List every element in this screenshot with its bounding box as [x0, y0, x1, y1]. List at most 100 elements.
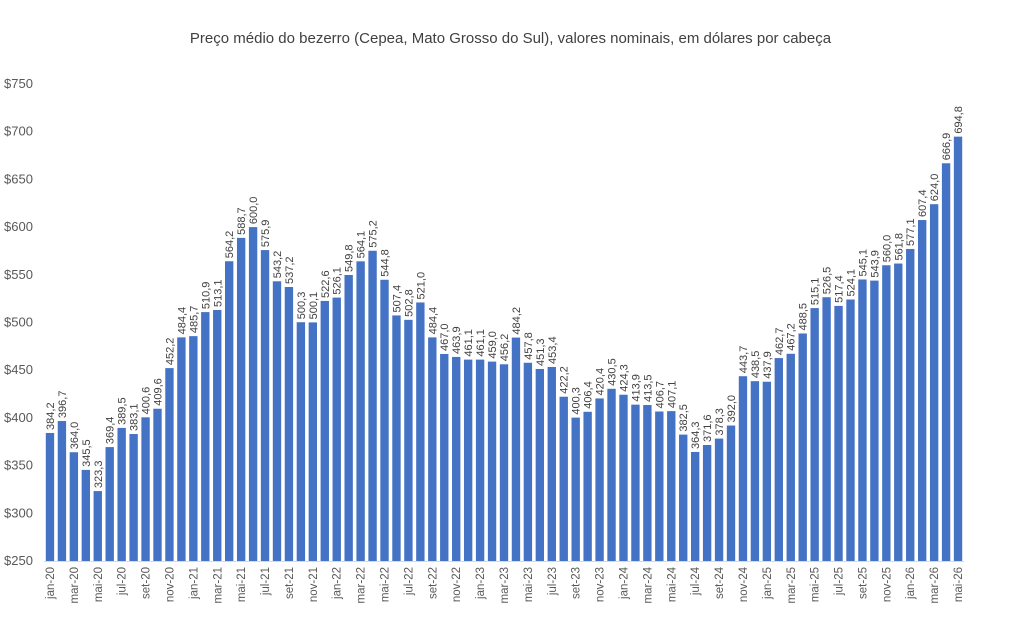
x-tick-label: jul-23 [547, 567, 559, 596]
x-tick-label: set-24 [714, 566, 726, 599]
y-tick-label: $400 [4, 410, 33, 425]
x-tick-label: jan-21 [188, 567, 200, 600]
data-label: 452,2 [164, 338, 176, 366]
data-label: 364,0 [69, 422, 81, 450]
bar [929, 204, 939, 561]
bar [882, 265, 891, 561]
data-label: 420,4 [595, 368, 607, 396]
x-tick-label: set-22 [427, 567, 439, 599]
data-label: 484,2 [511, 307, 523, 335]
data-label: 484,4 [176, 307, 188, 335]
bar [81, 469, 90, 561]
data-label: 549,8 [344, 244, 356, 272]
data-label: 364,3 [690, 421, 702, 449]
data-label: 500,1 [308, 292, 320, 320]
data-label: 400,3 [571, 387, 583, 415]
x-tick-label: jul-20 [117, 567, 129, 596]
x-tick-label: jan-23 [475, 567, 487, 600]
bar [870, 280, 879, 561]
x-tick-label: mai-20 [93, 567, 105, 602]
bar [523, 362, 533, 561]
bar [846, 299, 855, 561]
bar [487, 361, 497, 561]
bar [105, 447, 114, 561]
x-tick-label: mar-23 [499, 567, 511, 603]
y-tick-label: $450 [4, 362, 33, 377]
bar [559, 396, 568, 561]
bar [392, 315, 401, 561]
data-label: 406,7 [654, 381, 666, 409]
data-label: 513,1 [212, 279, 224, 307]
data-label: 575,9 [260, 220, 272, 248]
x-tick-label: nov-20 [164, 567, 176, 602]
data-label: 515,1 [810, 278, 822, 306]
bar [571, 417, 580, 561]
y-tick-label: $650 [4, 171, 33, 186]
data-label: 488,5 [798, 303, 810, 331]
x-tick-label: mar-20 [69, 567, 81, 603]
bar [858, 279, 867, 561]
data-label: 500,3 [296, 292, 308, 320]
data-label: 413,5 [642, 374, 654, 402]
data-label: 666,9 [941, 133, 953, 161]
bar [822, 297, 831, 561]
y-tick-label: $550 [4, 267, 33, 282]
bar [272, 281, 282, 561]
x-tick-label: mai-25 [810, 567, 822, 602]
bar [463, 359, 473, 561]
data-label: 437,9 [762, 351, 774, 379]
bar [726, 425, 736, 561]
bar [69, 452, 79, 561]
bar [248, 227, 258, 561]
data-label: 382,5 [678, 404, 690, 432]
data-label: 545,1 [857, 249, 869, 277]
data-label: 413,9 [630, 374, 642, 402]
x-tick-label: mai-21 [236, 567, 248, 602]
bar [332, 297, 341, 561]
x-tick-label: mai-24 [666, 566, 678, 602]
data-label: 526,1 [332, 267, 344, 295]
bar [499, 364, 509, 561]
y-tick-label: $500 [4, 315, 33, 330]
bar [296, 322, 306, 561]
data-label: 575,2 [368, 220, 380, 248]
data-label: 389,5 [117, 397, 129, 425]
bar [320, 300, 329, 561]
x-tick-label: jul-21 [260, 567, 272, 596]
y-tick-label: $600 [4, 219, 33, 234]
bar [583, 411, 592, 561]
data-label: 588,7 [236, 207, 248, 235]
x-tick-label: nov-21 [308, 567, 320, 602]
bar [368, 250, 377, 561]
bar [738, 376, 748, 561]
bar [225, 261, 234, 561]
x-tick-label: jan-20 [45, 567, 57, 600]
data-label: 502,8 [403, 289, 415, 317]
bar [416, 302, 425, 561]
bar [260, 250, 270, 561]
bar [404, 319, 413, 561]
bar [619, 394, 628, 561]
data-label: 543,2 [272, 251, 284, 279]
bar [153, 408, 162, 561]
data-label: 577,1 [905, 218, 917, 246]
data-label: 430,5 [607, 358, 619, 386]
bar [535, 368, 545, 561]
bar [643, 405, 652, 561]
x-tick-label: jul-22 [403, 567, 415, 596]
data-label: 396,7 [57, 391, 69, 419]
data-label: 384,2 [45, 402, 57, 430]
bar [690, 451, 700, 561]
x-tick-label: jan-24 [618, 566, 630, 600]
bar [511, 337, 521, 561]
data-label: 457,8 [523, 332, 535, 360]
x-tick-label: jul-24 [690, 566, 702, 596]
bar [906, 248, 915, 561]
data-label: 624,0 [929, 174, 941, 202]
data-label: 409,6 [153, 378, 165, 406]
bar [356, 261, 365, 561]
bar [953, 136, 963, 561]
data-label: 371,6 [702, 414, 714, 442]
